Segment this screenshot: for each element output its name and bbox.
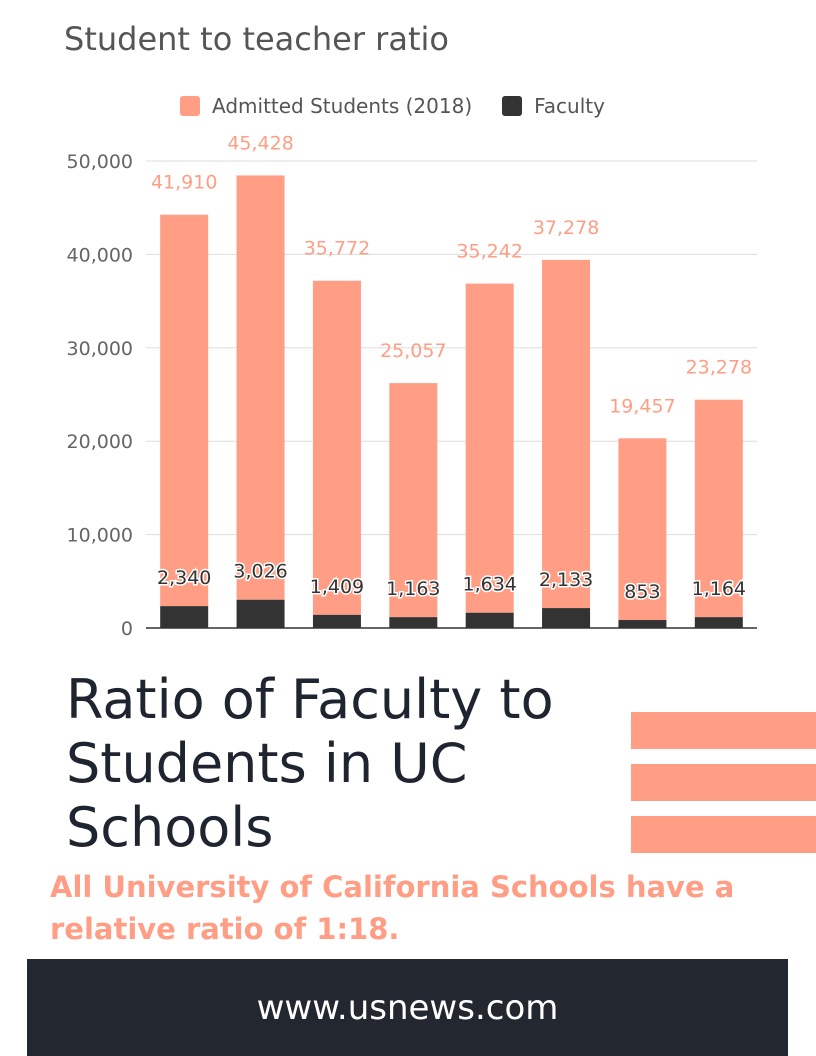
bar-faculty	[312, 614, 361, 628]
chart-title: Student to teacher ratio	[64, 20, 449, 58]
bar-faculty	[542, 608, 591, 628]
y-tick-label: 0	[121, 618, 133, 640]
data-label-admitted: 35,772	[304, 238, 370, 260]
footer-bar: www.usnews.com	[27, 959, 788, 1056]
legend-item-faculty: Faculty	[502, 94, 605, 118]
data-label-faculty: 1,163	[386, 578, 440, 600]
bar-admitted	[465, 283, 514, 613]
summary-text: All University of California Schools hav…	[50, 870, 735, 946]
legend-label-admitted: Admitted Students (2018)	[212, 94, 473, 118]
data-label-admitted: 23,278	[686, 357, 752, 379]
data-label-faculty: 1,164	[692, 578, 746, 600]
bar-faculty	[618, 620, 667, 628]
data-label-admitted: 25,057	[380, 340, 446, 362]
bar-faculty	[160, 606, 209, 628]
bar-faculty	[694, 617, 743, 628]
data-label-admitted: 19,457	[609, 395, 675, 417]
data-label-faculty: 2,340	[157, 567, 211, 589]
data-label-admitted: 37,278	[533, 217, 599, 239]
data-label-admitted: 45,428	[227, 132, 293, 154]
bar-faculty	[236, 599, 285, 628]
y-tick-label: 30,000	[67, 338, 133, 360]
data-label-faculty: 3,026	[233, 561, 287, 583]
bar-admitted	[236, 175, 285, 600]
data-label-faculty: 853	[624, 581, 660, 603]
data-label-admitted: 41,910	[151, 172, 217, 194]
bar-admitted	[542, 259, 591, 609]
legend-swatch-admitted	[180, 96, 200, 116]
bar-admitted	[389, 383, 438, 618]
y-tick-label: 50,000	[67, 151, 133, 173]
y-tick-label: 40,000	[67, 244, 133, 266]
bar-admitted	[312, 280, 361, 615]
bar-faculty	[465, 612, 514, 628]
data-label-faculty: 1,409	[310, 576, 364, 598]
footer-url[interactable]: www.usnews.com	[256, 987, 559, 1028]
bar-admitted	[160, 214, 209, 607]
y-tick-label: 10,000	[67, 525, 133, 547]
data-label-faculty: 2,133	[539, 569, 593, 591]
legend-swatch-faculty	[502, 96, 523, 116]
decorative-stripe	[631, 712, 816, 749]
bar-faculty	[389, 617, 438, 628]
decorative-stripe	[631, 816, 816, 853]
headline: Ratio of Faculty to Students in UC Schoo…	[66, 668, 554, 859]
decorative-stripe	[631, 764, 816, 801]
y-tick-label: 20,000	[67, 431, 133, 453]
bar-chart: 0 10,000 20,000 30,000 40,000 50,000 41,910 2,3…	[67, 132, 757, 640]
data-label-faculty: 1,634	[462, 574, 516, 596]
bar-admitted	[694, 399, 743, 618]
bar-admitted	[618, 438, 667, 621]
data-label-admitted: 35,242	[456, 241, 522, 263]
chart-legend: Admitted Students (2018) Faculty	[180, 94, 635, 118]
legend-label-faculty: Faculty	[534, 94, 605, 118]
legend-item-admitted: Admitted Students (2018)	[180, 94, 472, 118]
